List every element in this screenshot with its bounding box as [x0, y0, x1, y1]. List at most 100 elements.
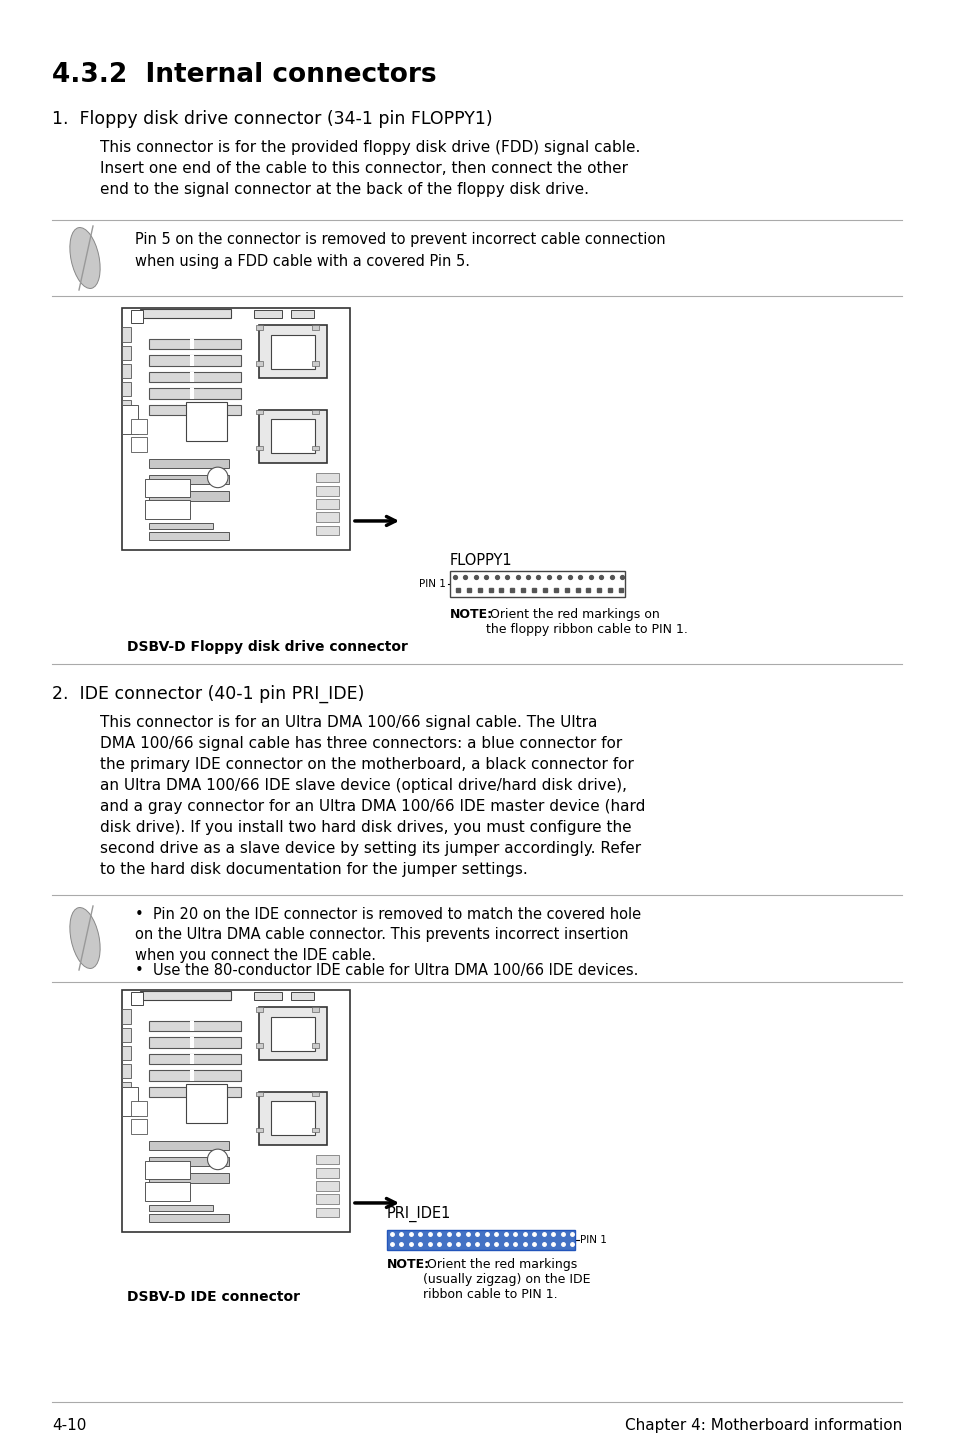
- Bar: [122, 328, 131, 342]
- Bar: [122, 1009, 131, 1024]
- Text: NOTE:: NOTE:: [387, 1258, 430, 1271]
- Bar: [387, 1229, 575, 1250]
- Bar: [255, 1008, 263, 1012]
- Text: PRI_IDE1: PRI_IDE1: [387, 1206, 451, 1222]
- Bar: [150, 355, 240, 365]
- Bar: [150, 1070, 240, 1080]
- Bar: [150, 532, 229, 541]
- Bar: [131, 437, 147, 452]
- Text: DSBV-D Floppy disk drive connector: DSBV-D Floppy disk drive connector: [127, 640, 408, 654]
- Bar: [312, 446, 318, 450]
- Bar: [191, 406, 193, 416]
- Bar: [312, 410, 318, 414]
- Bar: [315, 1208, 338, 1218]
- Bar: [255, 1127, 263, 1132]
- Bar: [191, 1070, 193, 1080]
- Bar: [131, 311, 142, 322]
- Text: 2.  IDE connector (40-1 pin PRI_IDE): 2. IDE connector (40-1 pin PRI_IDE): [52, 684, 364, 703]
- Bar: [253, 311, 281, 318]
- Bar: [291, 992, 314, 999]
- Text: PIN 1: PIN 1: [579, 1235, 606, 1245]
- Text: NOTE:: NOTE:: [450, 608, 493, 621]
- Bar: [150, 406, 240, 416]
- Text: DSBV-D IDE connector: DSBV-D IDE connector: [127, 1290, 299, 1304]
- Bar: [315, 1155, 338, 1165]
- Bar: [312, 1044, 318, 1047]
- Bar: [191, 372, 193, 383]
- Bar: [258, 1007, 327, 1060]
- Bar: [312, 361, 318, 365]
- Text: Orient the red markings on
the floppy ribbon cable to PIN 1.: Orient the red markings on the floppy ri…: [485, 608, 687, 636]
- Bar: [122, 1028, 131, 1043]
- Bar: [122, 1100, 131, 1114]
- Bar: [253, 992, 281, 999]
- Bar: [150, 372, 240, 383]
- Bar: [122, 400, 131, 414]
- Bar: [258, 1091, 327, 1145]
- Bar: [131, 1119, 147, 1135]
- Text: 4.3.2  Internal connectors: 4.3.2 Internal connectors: [52, 62, 436, 88]
- Bar: [145, 500, 191, 519]
- Bar: [271, 335, 314, 368]
- Bar: [255, 361, 263, 365]
- Bar: [315, 499, 338, 509]
- Bar: [191, 1054, 193, 1064]
- Bar: [140, 309, 232, 318]
- Circle shape: [208, 1149, 228, 1169]
- Bar: [312, 1127, 318, 1132]
- Text: •  Use the 80-conductor IDE cable for Ultra DMA 100/66 IDE devices.: • Use the 80-conductor IDE cable for Ult…: [135, 963, 638, 978]
- Bar: [255, 1044, 263, 1047]
- Bar: [145, 1182, 191, 1201]
- Bar: [150, 1214, 229, 1222]
- Text: 1.  Floppy disk drive connector (34-1 pin FLOPPY1): 1. Floppy disk drive connector (34-1 pin…: [52, 109, 492, 128]
- Bar: [122, 364, 131, 378]
- Bar: [191, 388, 193, 398]
- Text: •  Pin 20 on the IDE connector is removed to match the covered hole
on the Ultra: • Pin 20 on the IDE connector is removed…: [135, 907, 640, 963]
- Bar: [315, 473, 338, 482]
- Bar: [150, 459, 229, 467]
- Bar: [315, 1168, 338, 1178]
- Bar: [150, 1087, 240, 1097]
- Bar: [145, 1160, 191, 1179]
- Bar: [291, 311, 314, 318]
- Bar: [258, 410, 327, 463]
- Bar: [191, 355, 193, 365]
- Bar: [122, 345, 131, 360]
- Text: Chapter 4: Motherboard information: Chapter 4: Motherboard information: [624, 1418, 901, 1434]
- Bar: [131, 992, 142, 1005]
- Text: PIN 1: PIN 1: [418, 580, 446, 590]
- Ellipse shape: [70, 227, 100, 289]
- Bar: [312, 325, 318, 329]
- Bar: [150, 1205, 213, 1211]
- Bar: [191, 339, 193, 349]
- Bar: [122, 1064, 131, 1078]
- Bar: [315, 486, 338, 496]
- Bar: [122, 989, 350, 1232]
- Bar: [122, 1087, 138, 1116]
- Bar: [131, 1102, 147, 1116]
- Bar: [150, 1140, 229, 1150]
- Text: Pin 5 on the connector is removed to prevent incorrect cable connection
when usi: Pin 5 on the connector is removed to pre…: [135, 232, 665, 269]
- Bar: [191, 1021, 193, 1031]
- Bar: [315, 1195, 338, 1204]
- Bar: [315, 1181, 338, 1191]
- Bar: [150, 475, 229, 485]
- Bar: [140, 991, 232, 999]
- Text: FLOPPY1: FLOPPY1: [450, 554, 512, 568]
- Bar: [150, 1054, 240, 1064]
- Bar: [150, 339, 240, 349]
- Bar: [131, 420, 147, 434]
- Bar: [122, 1045, 131, 1060]
- Bar: [255, 325, 263, 329]
- Bar: [312, 1093, 318, 1096]
- Text: 4-10: 4-10: [52, 1418, 87, 1434]
- Bar: [255, 446, 263, 450]
- Bar: [122, 383, 131, 397]
- Bar: [150, 1037, 240, 1048]
- Bar: [271, 1017, 314, 1051]
- Bar: [150, 1173, 229, 1182]
- Ellipse shape: [70, 907, 100, 968]
- Circle shape: [208, 467, 228, 487]
- Bar: [150, 388, 240, 398]
- Bar: [271, 1102, 314, 1135]
